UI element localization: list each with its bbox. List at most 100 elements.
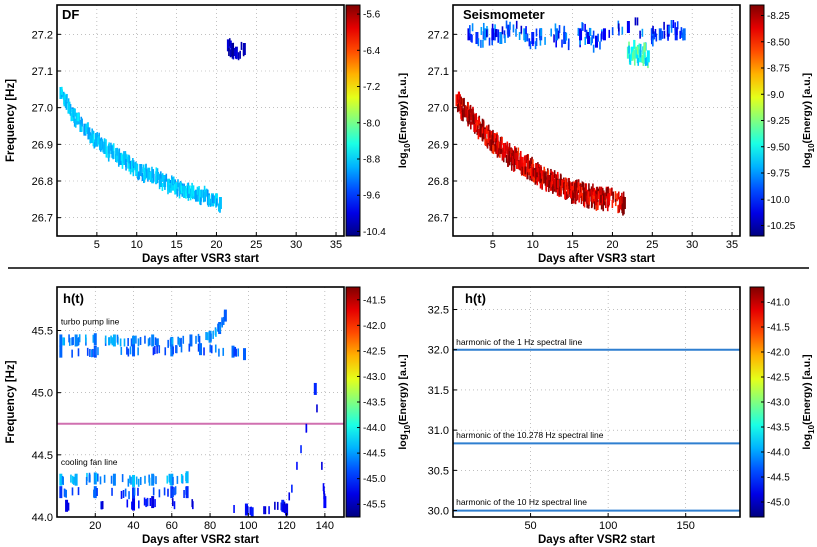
chart-title: h(t) [63,291,84,306]
data-point [508,155,510,164]
data-point [569,189,571,198]
data-point [588,183,590,192]
data-point [132,498,136,511]
x-tick-label: 50 [524,520,536,532]
data-point [482,39,484,48]
colorbar-tick-label: -8.50 [767,37,790,48]
data-point [644,52,646,61]
data-point [97,347,99,356]
data-point [164,347,167,356]
data-point [180,473,183,482]
data-point [582,22,584,31]
y-tick-label: 27.1 [428,66,449,78]
data-point [175,345,177,354]
plot-area [453,287,740,517]
data-point [200,197,202,206]
data-point [601,195,604,204]
colorbar-tick-label: -42.5 [767,373,790,384]
data-point [587,189,590,198]
data-point [668,25,670,34]
data-point [597,201,599,210]
data-point [93,472,97,485]
data-point [484,133,487,142]
data-point [494,29,497,38]
data-point [485,125,488,134]
data-point [62,337,65,346]
data-point [515,20,518,29]
data-point [469,105,472,114]
data-point [188,185,190,194]
data-point [77,487,80,496]
data-point [489,131,492,140]
data-point [524,34,526,43]
colorbar-tick-label: -43.0 [767,398,790,409]
data-point [214,344,217,353]
data-point [235,348,237,357]
data-point [242,43,246,55]
data-point [88,472,91,481]
data-point [197,343,200,352]
data-point [168,474,171,483]
data-point [680,27,683,36]
data-point [515,28,517,37]
data-point [519,150,522,159]
data-point [111,487,113,496]
data-point [506,143,509,152]
data-point [222,316,225,325]
data-point [503,30,506,39]
data-point [137,478,140,487]
data-point [144,335,146,344]
data-point [525,26,527,35]
data-point [484,129,486,138]
y-tick-label: 26.9 [428,139,449,151]
data-point [182,335,185,344]
data-point [614,191,617,200]
data-point [200,189,203,198]
data-point [76,112,78,121]
data-point [608,193,611,202]
data-point [141,172,144,181]
data-point [578,194,580,203]
data-point [621,26,624,35]
data-point [642,58,645,67]
data-point [129,160,132,169]
x-tick-label: 15 [566,239,578,251]
y-tick-label: 45.0 [32,388,53,400]
data-point [125,162,127,171]
data-point [644,42,646,51]
data-point [462,98,465,107]
data-point [593,187,596,196]
colorbar-tick-label: -43.5 [767,423,790,434]
data-point [480,27,483,36]
data-point [73,107,75,116]
data-point [652,25,654,34]
data-point [218,197,222,209]
data-point [670,20,673,29]
data-point [533,174,535,183]
data-point [516,152,518,161]
data-point [623,206,625,215]
data-point [124,488,127,497]
data-point [234,346,237,355]
data-point [497,135,499,144]
colorbar-tick-label: -9.6 [363,191,381,202]
data-point [531,32,535,44]
data-point [203,192,206,201]
data-point [585,29,588,38]
data-point [151,170,154,179]
data-point [172,476,174,485]
data-point [160,171,162,180]
data-point [80,116,83,125]
data-point [96,488,98,497]
series-turbo-pump-lower-band [59,343,247,361]
data-point [510,153,512,162]
colorbar-label: log10(Energy) [a.u.] [801,354,816,449]
data-point [488,137,491,146]
data-point [577,182,580,191]
data-point [185,190,187,199]
data-point [68,334,70,343]
data-point [602,28,606,41]
data-point [620,202,623,211]
data-point [470,33,472,42]
data-point [492,130,494,139]
